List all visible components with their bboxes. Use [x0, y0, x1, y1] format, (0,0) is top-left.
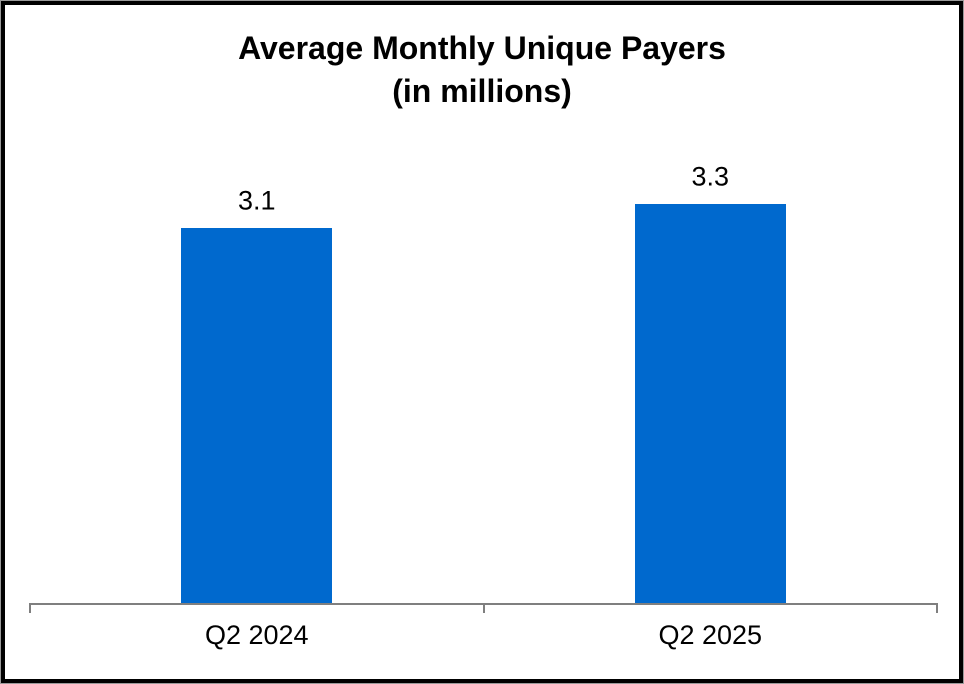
x-axis-category-label: Q2 2025: [658, 620, 763, 650]
bar-value-label: 3.3: [691, 161, 730, 192]
chart-title-line1: Average Monthly Unique Payers: [238, 30, 726, 66]
x-axis-tick: [29, 603, 31, 613]
x-axis-category-label: Q2 2024: [204, 620, 309, 650]
chart-title: Average Monthly Unique Payers (in millio…: [5, 27, 959, 113]
x-axis-tick: [936, 603, 938, 613]
plot-area: 3.1 Q2 2024 3.3 Q2 2025: [5, 5, 959, 679]
bar: [634, 204, 786, 605]
bar: [181, 228, 333, 605]
bar-value-label: 3.1: [237, 185, 276, 216]
x-axis-tick: [482, 603, 485, 613]
chart-title-line2: (in millions): [392, 73, 572, 109]
